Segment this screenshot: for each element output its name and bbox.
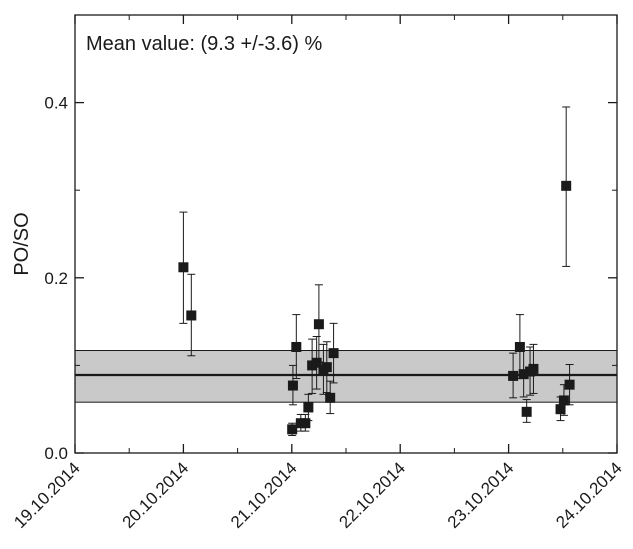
data-point <box>328 348 339 359</box>
y-tick-label: 0.0 <box>44 444 68 463</box>
data-point <box>313 319 324 330</box>
plot-area <box>74 14 618 454</box>
data-point <box>514 342 525 353</box>
x-tick-label: 23.10.2014 <box>444 458 518 532</box>
data-point <box>178 262 189 273</box>
data-point <box>186 310 197 321</box>
data-point <box>325 392 336 403</box>
data-point <box>558 395 569 406</box>
data-point <box>287 424 298 435</box>
data-point <box>518 369 529 380</box>
data-point <box>291 342 302 353</box>
y-tick-label: 0.2 <box>44 269 68 288</box>
data-point <box>508 370 519 381</box>
mean-uncertainty-band <box>74 350 618 403</box>
data-points <box>178 106 575 436</box>
y-axis-label: PO/SO <box>11 212 33 275</box>
data-point <box>528 363 539 374</box>
data-point <box>561 180 572 191</box>
x-tick-label: 19.10.2014 <box>10 458 84 532</box>
data-point <box>303 402 314 413</box>
x-tick-label: 21.10.2014 <box>227 458 301 532</box>
data-point <box>555 404 566 415</box>
data-point <box>521 406 532 417</box>
axes: 19.10.2014 20.10.2014 21.10.2014 22.10.2014… <box>10 15 626 532</box>
x-tick-label: 22.10.2014 <box>335 458 409 532</box>
y-tick-label: 0.4 <box>44 94 68 113</box>
mean-value-annotation: Mean value: (9.3 +/-3.6) % <box>86 33 322 55</box>
data-point <box>287 380 298 391</box>
data-point <box>321 362 332 373</box>
data-point <box>311 357 322 368</box>
data-point <box>564 379 575 390</box>
x-tick-label: 24.10.2014 <box>552 458 626 532</box>
x-tick-label: 20.10.2014 <box>119 458 193 532</box>
data-point <box>300 418 311 429</box>
